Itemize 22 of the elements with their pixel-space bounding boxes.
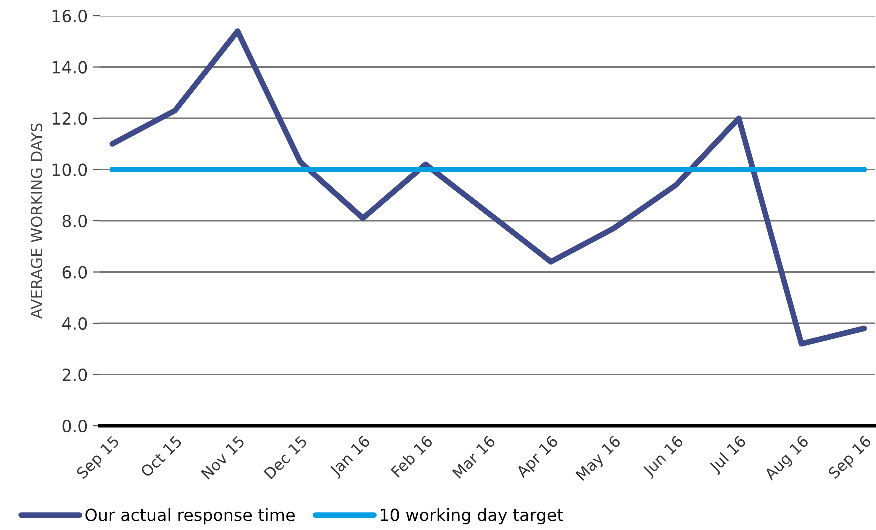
y-tick-label: 10.0 [52,164,88,176]
x-tick-label: Sep 15 [76,435,122,482]
x-tick-label: Dec 15 [264,436,308,480]
x-tick-label: Jun 16 [642,435,686,480]
y-tick-label: 6.0 [62,266,88,279]
legend-label: 10 working day target [381,508,564,525]
x-tick-label: Apr 16 [515,435,561,481]
x-tick-label: Mar 16 [452,435,496,480]
x-tick-label: Jul 16 [708,435,749,476]
y-tick-label: 4.0 [62,317,88,330]
y-axis-title: AVERAGE WORKING DAYS [31,124,43,320]
y-tick-label: 12.0 [52,112,88,126]
y-tick-label: 8.0 [62,214,88,228]
y-tick-label: 2.0 [62,368,88,382]
y-tick-label: 0.0 [62,420,88,433]
x-tick-label: Oct 15 [140,435,183,478]
x-tick-label: Jan 16 [328,435,373,480]
y-tick-label: 16.0 [52,10,88,23]
y-tick-label: 14.0 [52,61,88,74]
x-tick-label: Sep 16 [828,435,874,482]
x-tick-label: Feb 16 [390,435,434,478]
legend-label: Our actual response time [86,508,295,525]
